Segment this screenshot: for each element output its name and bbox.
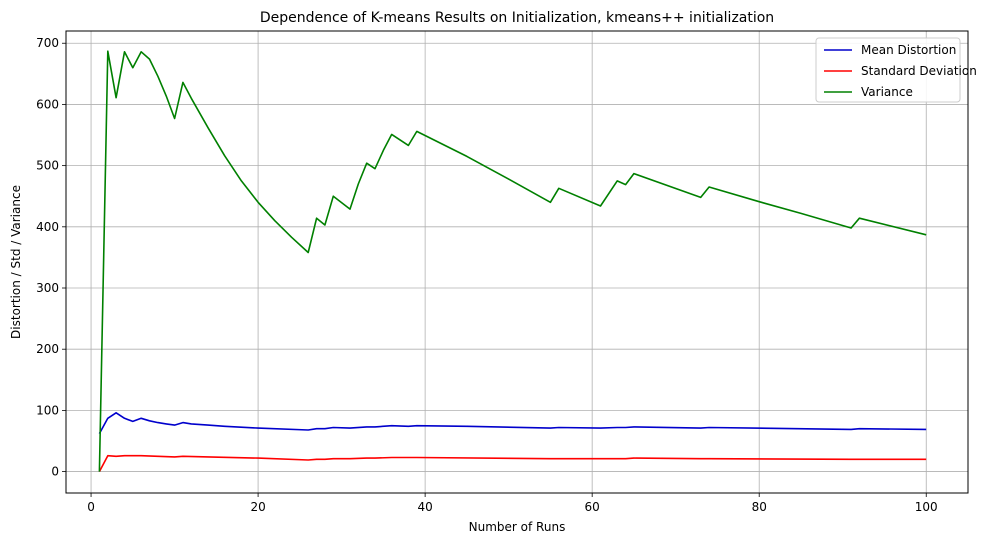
legend: Mean Distortion Standard Deviation Varianc… (815, 37, 977, 103)
axis-ticks: 0 20 40 60 80 100 0 100 200 300 400 500 600 700 (36, 36, 938, 514)
y-axis-label: Distortion / Std / Variance (9, 185, 23, 339)
y-tick-label: 700 (36, 36, 59, 50)
y-tick-label: 500 (36, 159, 59, 173)
series-line-mean-distortion (98, 412, 927, 434)
x-tick-label: 60 (585, 500, 600, 514)
y-tick-label: 600 (36, 97, 59, 111)
x-tick-label: 20 (250, 500, 265, 514)
x-tick-label: 100 (915, 500, 938, 514)
y-tick-label: 100 (36, 403, 59, 417)
y-tick-label: 400 (36, 220, 59, 234)
plot-background (66, 31, 968, 493)
legend-label-variance: Variance (861, 85, 913, 99)
y-tick-label: 300 (36, 281, 59, 295)
y-tick-label: 0 (51, 465, 59, 479)
legend-label-mean-distortion: Mean Distortion (861, 43, 956, 57)
x-tick-label: 0 (87, 500, 95, 514)
legend-label-standard-deviation: Standard Deviation (861, 64, 977, 78)
y-tick-label: 200 (36, 342, 59, 356)
x-tick-label: 80 (752, 500, 767, 514)
series-line-standard-deviation (98, 454, 927, 472)
grid-lines (66, 31, 968, 493)
series-line-variance (98, 50, 927, 472)
legend-box (815, 37, 961, 103)
chart-title: Dependence of K-means Results on Initial… (260, 10, 774, 26)
x-tick-label: 40 (417, 500, 432, 514)
series-layer (98, 50, 927, 472)
plot-frame (65, 30, 969, 494)
x-axis-label: Number of Runs (469, 520, 566, 534)
